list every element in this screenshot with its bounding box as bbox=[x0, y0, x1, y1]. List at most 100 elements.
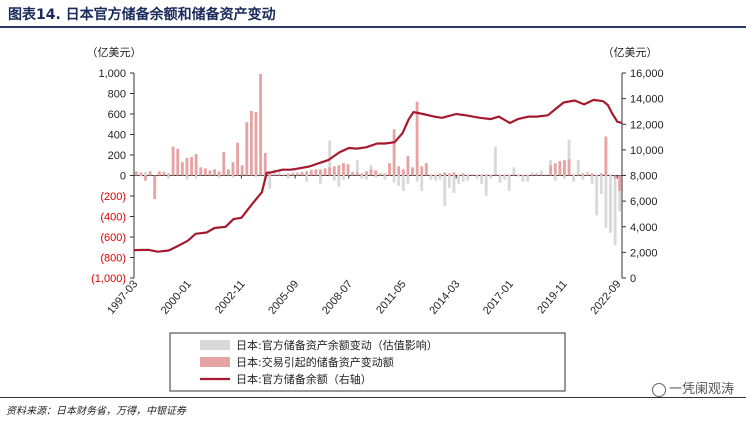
source-note: 资料来源：日本财务省，万得，中银证券 bbox=[6, 406, 186, 417]
transaction-change-bar bbox=[599, 173, 603, 176]
transaction-change-bar bbox=[590, 173, 594, 176]
transaction-change-bar bbox=[540, 174, 543, 176]
valuation-change-bar bbox=[355, 160, 359, 176]
transaction-change-bar bbox=[424, 163, 428, 176]
transaction-change-bar bbox=[259, 74, 263, 176]
title-divider bbox=[0, 26, 746, 28]
chart-svg: （亿美元） （亿美元） 1,000 800 600 400 200 0 (200) (400)… bbox=[87, 46, 664, 392]
valuation-change-bar bbox=[305, 175, 309, 182]
transaction-change-bar bbox=[521, 174, 525, 176]
transaction-change-bar bbox=[388, 163, 391, 176]
valuation-change-bar bbox=[567, 139, 571, 176]
transaction-change-bar bbox=[512, 174, 516, 176]
left-tick-label: 1,000 bbox=[98, 68, 126, 80]
transaction-change-bar bbox=[139, 172, 143, 176]
valuation-change-bar bbox=[599, 175, 603, 194]
transaction-change-bar bbox=[586, 174, 589, 176]
transaction-change-bar bbox=[604, 136, 608, 176]
legend-swatch-gray bbox=[200, 340, 230, 350]
transaction-change-bar bbox=[480, 174, 484, 176]
left-tick-label: 800 bbox=[108, 89, 126, 101]
valuation-change-bar bbox=[493, 146, 497, 176]
transaction-change-bar bbox=[203, 168, 207, 176]
transaction-change-bar bbox=[526, 174, 530, 176]
transaction-change-bar bbox=[549, 165, 553, 176]
transaction-change-bar bbox=[144, 175, 147, 181]
transaction-change-bar bbox=[162, 172, 166, 176]
valuation-change-bar bbox=[194, 175, 198, 179]
transaction-change-bar bbox=[208, 170, 212, 176]
valuation-change-bar bbox=[231, 175, 235, 178]
transaction-change-bar bbox=[148, 171, 152, 176]
transaction-change-bar bbox=[249, 110, 253, 176]
valuation-change-bar bbox=[507, 175, 511, 191]
left-tick-label: 400 bbox=[108, 130, 126, 142]
transaction-change-bar bbox=[296, 173, 299, 176]
watermark: 一凭阑观涛 bbox=[651, 378, 734, 397]
tick-labels: 1,000 800 600 400 200 0 (200) (400) (600) (800) (1… bbox=[91, 68, 664, 317]
valuation-change-bar bbox=[484, 175, 488, 196]
transaction-change-bar bbox=[411, 167, 414, 176]
x-tick-label: 2011-05 bbox=[374, 278, 409, 316]
valuation-change-bar bbox=[609, 175, 612, 233]
transaction-change-bar bbox=[383, 173, 387, 176]
transaction-change-bar bbox=[618, 175, 622, 191]
transaction-change-bar bbox=[461, 173, 465, 176]
transaction-change-bar bbox=[438, 173, 442, 176]
right-tick-label: 0 bbox=[630, 273, 636, 285]
right-tick-label: 10,000 bbox=[630, 145, 664, 157]
transaction-change-bar bbox=[190, 157, 193, 176]
transaction-change-bar bbox=[443, 172, 447, 176]
transaction-change-bar bbox=[484, 174, 488, 176]
valuation-change-bar bbox=[434, 175, 437, 181]
x-tick-label: 2019-11 bbox=[535, 278, 570, 316]
valuation-change-bar bbox=[254, 175, 258, 178]
transaction-change-bar bbox=[226, 169, 230, 176]
transaction-change-bar bbox=[498, 174, 502, 176]
left-tick-label: 200 bbox=[108, 150, 126, 162]
transaction-change-bar bbox=[185, 158, 189, 176]
valuation-change-bar bbox=[332, 175, 336, 181]
transaction-change-bar bbox=[595, 174, 599, 176]
transaction-change-bar bbox=[415, 101, 419, 176]
transaction-change-bar bbox=[346, 164, 350, 176]
x-tick-label: 2005-09 bbox=[266, 278, 301, 317]
valuation-change-bar bbox=[139, 175, 143, 177]
valuation-change-bar bbox=[461, 175, 465, 182]
valuation-change-bar bbox=[498, 175, 502, 183]
transaction-change-bar bbox=[507, 174, 511, 176]
bar-series bbox=[134, 74, 622, 246]
valuation-change-bar bbox=[586, 171, 589, 176]
transaction-change-bar bbox=[401, 169, 405, 176]
transaction-change-bar bbox=[365, 171, 368, 176]
reserve-balance-line bbox=[133, 98, 623, 253]
valuation-change-bar bbox=[383, 175, 387, 180]
valuation-change-bar bbox=[286, 175, 290, 179]
transaction-change-bar bbox=[503, 174, 507, 176]
valuation-change-bar bbox=[535, 172, 539, 176]
legend-label: 日本:官方储备资产余额变动（估值影响） bbox=[236, 338, 438, 352]
chart-title: 图表14. 日本官方储备余额和储备资产变动 bbox=[8, 7, 276, 23]
wechat-icon bbox=[651, 382, 666, 397]
transaction-change-bar bbox=[420, 166, 424, 176]
right-tick-label: 14,000 bbox=[630, 94, 664, 106]
transaction-change-bar bbox=[342, 163, 345, 176]
left-tick-label: (200) bbox=[100, 191, 126, 203]
transaction-change-bar bbox=[572, 174, 576, 176]
valuation-change-bar bbox=[576, 160, 580, 176]
transaction-change-bar bbox=[576, 174, 580, 176]
transaction-change-bar bbox=[378, 173, 382, 176]
transaction-change-bar bbox=[176, 148, 180, 176]
valuation-change-bar bbox=[374, 175, 378, 178]
transaction-change-bar bbox=[231, 162, 235, 176]
transaction-change-bar bbox=[300, 172, 304, 176]
valuation-change-bar bbox=[512, 167, 516, 176]
transaction-change-bar bbox=[309, 170, 313, 176]
transaction-change-bar bbox=[434, 174, 437, 176]
valuation-change-bar bbox=[563, 175, 566, 179]
transaction-change-bar bbox=[609, 174, 612, 176]
transaction-change-bar bbox=[558, 161, 562, 176]
transaction-change-bar bbox=[157, 171, 161, 176]
transaction-change-bar bbox=[332, 166, 336, 176]
left-tick-label: (400) bbox=[100, 212, 126, 224]
